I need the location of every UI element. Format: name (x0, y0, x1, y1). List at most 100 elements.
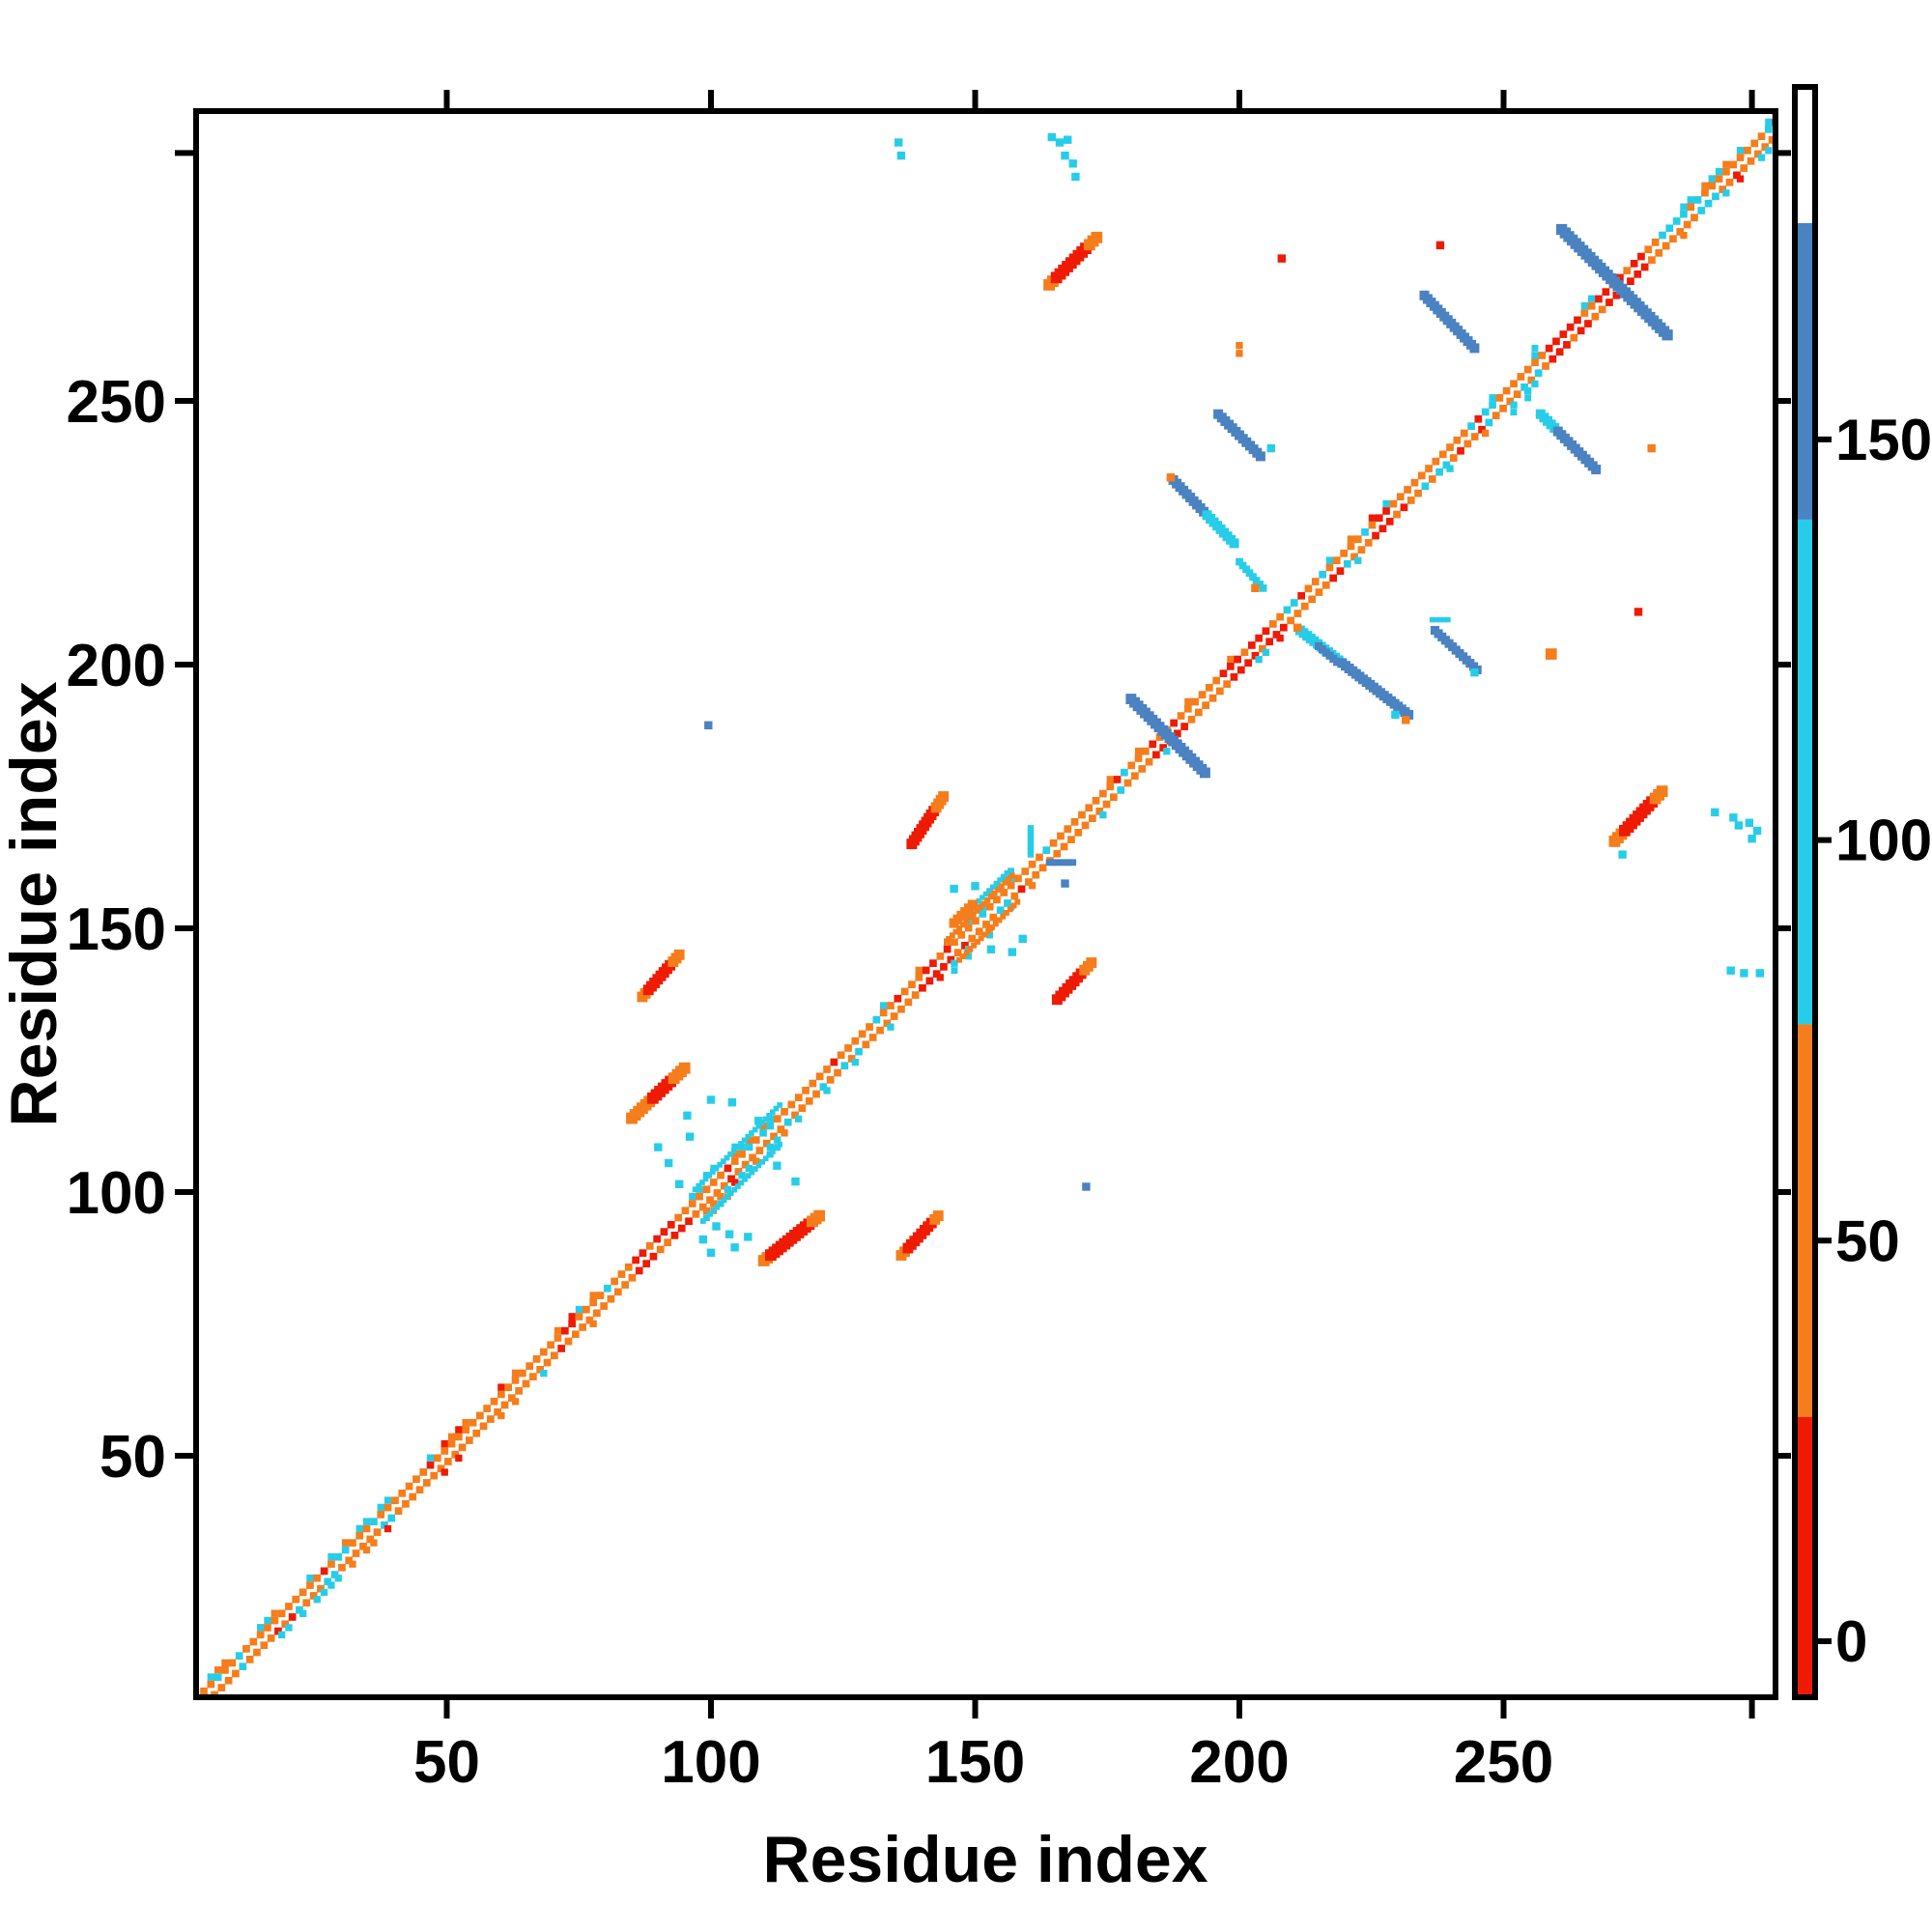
contact-cell (656, 1245, 665, 1254)
contact-cell (440, 1439, 448, 1448)
contact-cell (391, 1496, 399, 1505)
contact-cell (1025, 878, 1033, 886)
contact-cell (1672, 217, 1681, 225)
contact-cell (915, 966, 923, 974)
contact-cell (1391, 710, 1400, 720)
contact-cell (1283, 606, 1292, 614)
contact-cell (1308, 595, 1316, 604)
contact-cell (975, 939, 980, 945)
contact-cell (823, 1065, 831, 1073)
contact-cell (1042, 846, 1051, 854)
contact-cell (214, 1666, 222, 1674)
contact-cell (1099, 789, 1107, 798)
contact-cell (951, 959, 958, 967)
contact-cell (1304, 584, 1313, 593)
contact-cell (896, 151, 906, 160)
contact-cell (702, 1185, 711, 1194)
contact-cell (1155, 733, 1164, 741)
contact-cell (1134, 747, 1143, 755)
contact-cell (1202, 701, 1209, 709)
contact-cell (956, 925, 962, 931)
contact-cell (253, 1648, 261, 1657)
contact-cell (242, 1645, 250, 1653)
contact-cell (950, 884, 958, 894)
contact-cell (996, 906, 1005, 915)
contact-cell (362, 1524, 371, 1533)
contact-cell (938, 791, 950, 802)
contact-cell (1007, 906, 1013, 913)
contact-cell (959, 922, 966, 928)
contact-cell (1350, 553, 1358, 561)
contact-cell (621, 1281, 629, 1289)
contact-cell (1647, 443, 1656, 453)
contact-cell (794, 1094, 803, 1101)
contact-cell (1676, 228, 1685, 236)
contact-cell (352, 1549, 360, 1557)
contact-cell (946, 936, 952, 942)
contact-cell (876, 1026, 884, 1035)
contact-cell (1262, 627, 1270, 636)
contact-cell (791, 1111, 799, 1120)
contact-cell (469, 1418, 477, 1427)
contact-cell (1591, 465, 1602, 474)
contact-cell (207, 1680, 215, 1689)
contact-cell (1200, 767, 1210, 779)
contact-cell (781, 1108, 788, 1116)
contact-cell (1163, 748, 1171, 755)
contact-cell (1170, 719, 1178, 727)
contact-cell (1453, 436, 1462, 444)
contact-cell (1580, 309, 1589, 317)
contact-cell (1293, 610, 1302, 617)
contact-cell (341, 1539, 350, 1547)
contact-cell (823, 1087, 831, 1094)
contact-cell (919, 983, 926, 992)
contact-cell (1393, 510, 1401, 519)
contact-cell (564, 1337, 573, 1346)
contact-cell (738, 1179, 745, 1186)
contact-cell (1559, 330, 1568, 338)
contact-cell (1757, 154, 1766, 161)
contact-cell (1297, 591, 1305, 600)
contact-cell (497, 1411, 505, 1420)
contact-cell (1319, 570, 1326, 579)
contact-cell (1121, 768, 1128, 777)
contact-cell (1378, 525, 1387, 533)
contact-cell (1396, 493, 1405, 501)
contact-cell (1375, 514, 1383, 523)
contact-cell (377, 1503, 384, 1511)
contact-cell (766, 1113, 772, 1119)
contact-cell (298, 1588, 307, 1597)
contact-cell (700, 1218, 706, 1224)
contact-cell (1149, 740, 1157, 749)
contact-cell (1049, 838, 1058, 847)
contact-cell (511, 1377, 520, 1384)
contact-cell (974, 907, 980, 914)
contact-cell (1236, 557, 1243, 566)
contact-cell (551, 1351, 558, 1360)
contact-cell (1637, 252, 1645, 261)
contact-cell (639, 1249, 647, 1257)
contact-cell (536, 1366, 544, 1374)
contact-cell (706, 1172, 712, 1179)
contact-cell (749, 1130, 754, 1136)
x-tick-label: 200 (1189, 1729, 1289, 1796)
contact-cell (1004, 870, 1009, 876)
contact-cell (755, 1162, 762, 1169)
contact-cell (1236, 342, 1243, 350)
contact-cell (1259, 584, 1267, 592)
contact-cell (1333, 658, 1342, 667)
contact-cell (1010, 892, 1019, 900)
contact-cell (718, 1201, 724, 1207)
contact-cell (1469, 343, 1480, 354)
contact-cell (384, 1496, 392, 1504)
contact-cell (1602, 288, 1610, 296)
contact-cell (717, 1171, 724, 1179)
contact-cell (1110, 793, 1118, 802)
y-axis-label: Residue index (0, 681, 71, 1126)
contact-cell (292, 1595, 300, 1604)
contact-cell (554, 1334, 562, 1342)
contact-cell (1368, 514, 1377, 522)
contact-cell (1195, 708, 1203, 717)
contact-cell (1009, 872, 1015, 879)
contact-cell (830, 1058, 838, 1066)
